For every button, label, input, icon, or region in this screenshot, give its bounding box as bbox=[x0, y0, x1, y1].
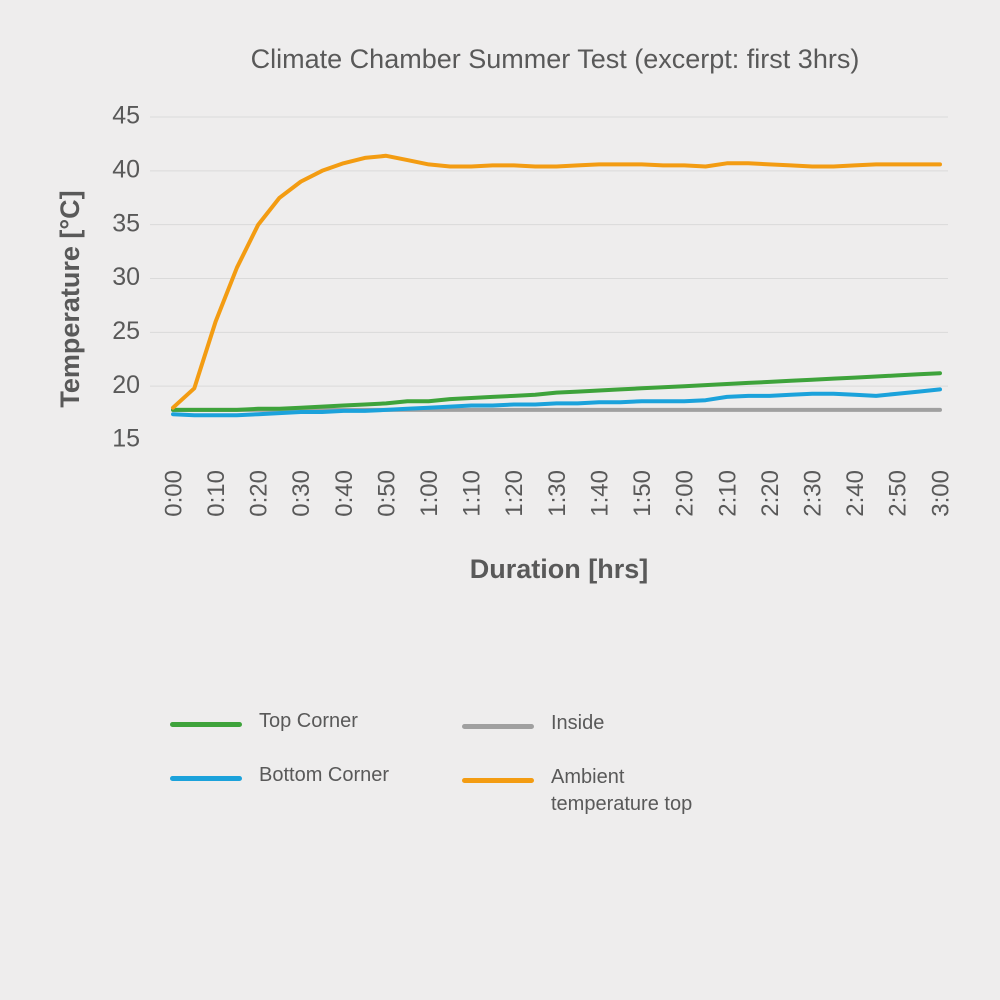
x-tick-label: 1:20 bbox=[501, 470, 528, 517]
series-line-top-corner bbox=[171, 371, 942, 412]
series-line-bottom-corner bbox=[171, 387, 942, 418]
x-tick-label: 2:50 bbox=[885, 470, 912, 517]
x-tick-label: 2:10 bbox=[714, 470, 741, 517]
x-axis-title: Duration [hrs] bbox=[470, 554, 649, 584]
x-tick-label: 1:10 bbox=[459, 470, 486, 517]
legend-label-bottom-corner: Bottom Corner bbox=[259, 764, 390, 786]
x-tick-label: 2:40 bbox=[842, 470, 869, 517]
y-tick-label: 15 bbox=[112, 425, 140, 453]
y-tick-label: 40 bbox=[112, 155, 140, 183]
x-tick-label: 0:00 bbox=[160, 470, 187, 517]
legend-item-ambient: Ambient temperature top bbox=[462, 764, 736, 818]
legend: Top Corner Bottom Corner Inside Ambient … bbox=[170, 708, 830, 838]
legend-swatch-ambient bbox=[462, 778, 534, 783]
x-tick-label: 1:50 bbox=[629, 470, 656, 517]
legend-item-inside: Inside bbox=[462, 710, 741, 737]
x-tick-label: 2:00 bbox=[672, 470, 699, 517]
x-tick-label: 0:50 bbox=[373, 470, 400, 517]
legend-swatch-inside bbox=[462, 724, 534, 729]
x-tick-label: 1:40 bbox=[586, 470, 613, 517]
x-tick-label: 2:20 bbox=[757, 470, 784, 517]
legend-swatch-top-corner bbox=[170, 722, 242, 727]
x-tick-label: 0:40 bbox=[331, 470, 358, 517]
x-tick-label: 0:10 bbox=[203, 470, 230, 517]
x-tick-label: 2:30 bbox=[800, 470, 827, 517]
legend-item-top-corner: Top Corner bbox=[170, 708, 449, 735]
y-tick-label: 45 bbox=[112, 102, 140, 130]
legend-label-inside: Inside bbox=[551, 712, 605, 734]
y-tick-label: 20 bbox=[112, 371, 140, 399]
series-lines bbox=[171, 153, 942, 418]
y-axis-ticks: 15 20 25 30 35 40 45 bbox=[112, 102, 140, 453]
x-tick-label: 0:30 bbox=[288, 470, 315, 517]
y-tick-label: 35 bbox=[112, 209, 140, 237]
x-tick-label: 1:00 bbox=[416, 470, 443, 517]
legend-item-bottom-corner: Bottom Corner bbox=[170, 762, 449, 789]
x-tick-label: 3:00 bbox=[927, 470, 954, 517]
x-axis-ticks: 0:00 0:10 0:20 0:30 0:40 0:50 1:00 1:10 1:20 1:30… bbox=[160, 470, 954, 517]
y-axis-title: Temperature [°C] bbox=[55, 190, 85, 407]
grid-lines bbox=[150, 116, 948, 387]
y-tick-label: 30 bbox=[112, 263, 140, 291]
x-tick-label: 1:30 bbox=[544, 470, 571, 517]
legend-label-top-corner: Top Corner bbox=[259, 710, 358, 732]
y-tick-label: 25 bbox=[112, 317, 140, 345]
legend-swatch-bottom-corner bbox=[170, 776, 242, 781]
legend-label-ambient: Ambient temperature top bbox=[551, 766, 693, 815]
chart-title: Climate Chamber Summer Test (excerpt: fi… bbox=[250, 44, 860, 74]
x-tick-label: 0:20 bbox=[246, 470, 273, 517]
series-line-ambient-temperature-top bbox=[171, 153, 942, 410]
